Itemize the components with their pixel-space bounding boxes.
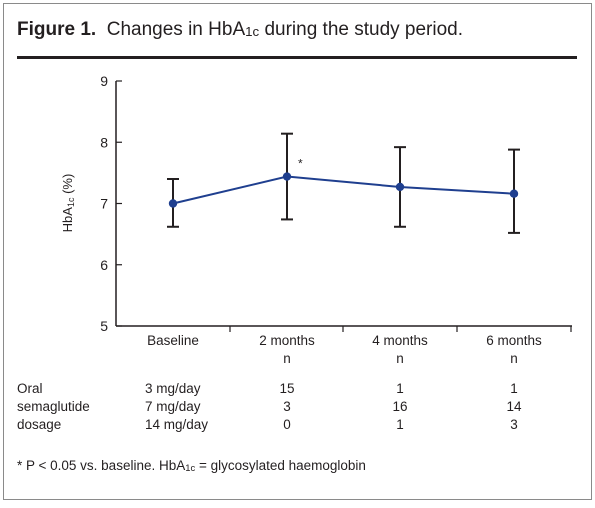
x-tick-label: 4 months xyxy=(372,333,428,348)
count-cell: 3 xyxy=(283,399,291,414)
count-cell: 15 xyxy=(279,381,294,396)
footnote-sub: 1c xyxy=(185,463,196,474)
figure-caption-post: during the study period. xyxy=(259,19,464,40)
annotations: * xyxy=(298,157,303,171)
n-label: n xyxy=(283,351,291,366)
title-rule xyxy=(17,56,577,59)
y-tick-label: 9 xyxy=(100,73,108,89)
dose-label: 7 mg/day xyxy=(145,399,201,414)
dose-label: 14 mg/day xyxy=(145,417,208,432)
figure-caption-sub: 1c xyxy=(245,24,260,39)
data-point-1 xyxy=(282,172,292,181)
row-label-line: Oral xyxy=(17,381,43,396)
n-label: n xyxy=(510,351,518,366)
row-label-line: dosage xyxy=(17,417,61,432)
annotation-0: * xyxy=(298,157,303,171)
series-line xyxy=(172,175,515,205)
y-tick-label: 5 xyxy=(100,318,108,334)
dose-label: 3 mg/day xyxy=(145,381,201,396)
data-point-3 xyxy=(509,189,519,198)
data-point-0 xyxy=(168,199,178,208)
n-label: n xyxy=(396,351,404,366)
y-tick-label: 8 xyxy=(100,134,108,150)
y-tick-label: 6 xyxy=(100,257,108,273)
count-cell: 0 xyxy=(283,417,291,432)
data-points xyxy=(168,172,519,208)
error-bars xyxy=(167,132,520,234)
count-cell: 1 xyxy=(510,381,518,396)
figure-title: Figure 1. Changes in HbA1c during the st… xyxy=(17,19,463,41)
y-axis-label-post: (%) xyxy=(60,174,75,198)
figure-caption-pre: Changes in HbA xyxy=(106,19,246,40)
y-axis-label-pre: HbA xyxy=(60,207,75,233)
footnote-pre: * P < 0.05 vs. baseline. HbA xyxy=(17,458,186,473)
footnote-post: = glycosylated haemoglobin xyxy=(195,458,366,473)
figure-frame xyxy=(3,3,592,500)
x-tick-label: 2 months xyxy=(259,333,315,348)
footnote: * P < 0.05 vs. baseline. HbA1c = glycosy… xyxy=(17,458,366,474)
x-tick-label: Baseline xyxy=(147,333,199,348)
count-cell: 1 xyxy=(396,381,404,396)
row-label-line: semaglutide xyxy=(17,399,90,414)
y-axis-label-sub: 1c xyxy=(66,197,76,207)
count-cell: 16 xyxy=(392,399,407,414)
chart-axes xyxy=(115,81,572,332)
count-cell: 3 xyxy=(510,417,518,432)
count-cell: 1 xyxy=(396,417,404,432)
count-cell: 14 xyxy=(506,399,522,414)
figure-label: Figure 1. xyxy=(17,19,97,40)
y-axis-label: HbA1c (%) xyxy=(60,174,76,233)
y-ticks: 5 6 7 8 9 xyxy=(100,73,122,334)
x-labels: Baseline 2 months n 4 months n 6 months n xyxy=(147,333,542,366)
x-tick-label: 6 months xyxy=(486,333,542,348)
data-point-2 xyxy=(395,182,405,192)
y-tick-label: 7 xyxy=(100,196,108,212)
